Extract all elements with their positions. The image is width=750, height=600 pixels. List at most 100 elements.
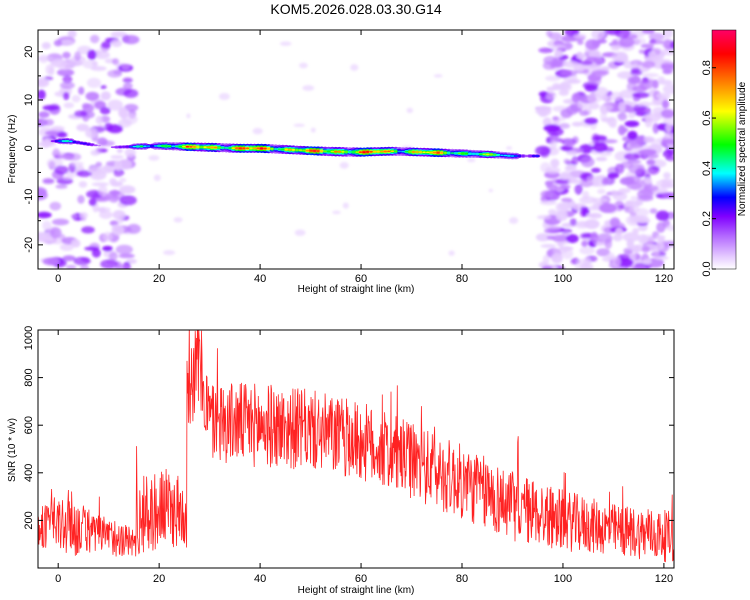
noise-blob: [652, 122, 659, 134]
ridge-segment: [507, 155, 511, 157]
ridge-segment: [404, 150, 409, 153]
ridge-segment: [528, 155, 532, 157]
noise-blob: [90, 34, 100, 44]
snr-series-line: [38, 330, 674, 563]
noise-blob: [576, 258, 592, 267]
ridge-segment: [259, 147, 264, 150]
noise-blob: [665, 122, 672, 133]
noise-blob: [571, 121, 584, 127]
noise-blob: [545, 225, 561, 231]
noise-blob: [540, 190, 552, 199]
noise-blob: [661, 48, 674, 56]
noise-blob: [121, 63, 130, 71]
noise-blob: [67, 30, 77, 38]
spectrogram-y-ticks: -20 -10 0 10 20: [23, 46, 674, 253]
noise-blob: [591, 40, 601, 47]
noise-blob: [651, 47, 663, 55]
noise-blob: [85, 91, 100, 101]
noise-blob: [566, 234, 579, 244]
colorbar-ticks: 0.0 0.2 0.4 0.6 0.8: [701, 60, 716, 277]
ridge-segment: [351, 151, 356, 153]
x-tick-label: 80: [456, 273, 468, 285]
noise-blob: [643, 113, 661, 123]
noise-blob: [488, 188, 493, 193]
ridge-segment: [111, 146, 115, 148]
noise-blob: [65, 264, 77, 269]
ridge-segment: [369, 150, 373, 153]
y-tick-label: 600: [23, 416, 35, 434]
ridge-segment: [464, 152, 469, 155]
noise-blob: [279, 41, 292, 46]
noise-blob: [350, 64, 359, 71]
noise-blob: [111, 225, 125, 236]
noise-blob: [41, 137, 51, 149]
noise-blob: [600, 111, 607, 122]
noise-blob: [433, 74, 443, 78]
noise-blob: [617, 124, 626, 136]
noise-blob: [634, 38, 647, 45]
noise-blob: [579, 206, 587, 218]
ridge-segment: [517, 155, 522, 157]
colorbar-tick-label: 0.8: [701, 60, 713, 75]
noise-blob: [85, 128, 98, 139]
noise-blob: [104, 122, 113, 132]
ridge-segment: [196, 146, 200, 148]
ridge-segment: [447, 152, 451, 154]
noise-blob: [551, 82, 561, 91]
noise-blob: [98, 185, 108, 197]
ridge-segment: [295, 149, 299, 151]
ridge-segment: [228, 147, 232, 149]
noise-blob: [638, 101, 651, 108]
noise-blob: [59, 81, 75, 90]
noise-blob: [641, 73, 660, 78]
y-tick-label: -10: [23, 189, 35, 205]
noise-blob: [38, 211, 52, 219]
noise-blob: [76, 123, 90, 132]
noise-blob: [42, 257, 60, 266]
ridge-segment: [482, 153, 487, 155]
noise-blob: [630, 196, 640, 201]
colorbar: 0.0 0.2 0.4 0.6 0.8 Normalized spectral ampl…: [701, 29, 748, 277]
ridge-segment: [210, 146, 214, 149]
noise-blob: [111, 39, 123, 48]
noise-blob: [551, 253, 563, 264]
noise-blob: [545, 91, 557, 100]
noise-blob: [80, 263, 89, 269]
spectrogram-x-ticks: 0 20 40 60 80 100 120: [55, 30, 673, 285]
noise-blob: [71, 214, 78, 219]
noise-blob: [38, 237, 54, 243]
ridge-segment: [178, 145, 183, 148]
snr-y-label: SNR (10 * v/v): [7, 418, 18, 482]
ridge-segment: [79, 142, 84, 144]
noise-blob: [662, 30, 673, 39]
ridge-segment: [167, 145, 172, 147]
noise-blob: [562, 60, 580, 68]
noise-blob: [548, 209, 557, 216]
ridge-segment: [291, 149, 296, 151]
noise-blob: [656, 235, 666, 241]
noise-blob: [536, 215, 552, 220]
noise-blob: [71, 161, 84, 166]
x-tick-label: 120: [655, 273, 673, 285]
ridge-segment: [206, 146, 211, 149]
noise-blob: [119, 195, 137, 206]
noise-blob: [535, 145, 551, 156]
noise-blob: [44, 130, 59, 136]
x-tick-label: 100: [554, 273, 572, 285]
ridge-segment: [235, 147, 239, 150]
ridge-segment: [288, 148, 292, 151]
noise-blob: [110, 31, 127, 38]
spectrogram-plot-area: [38, 30, 674, 269]
noise-blob: [49, 201, 62, 211]
ridge-segment: [319, 150, 324, 153]
ridge-segment: [129, 146, 133, 148]
ridge-segment: [54, 140, 59, 142]
ridge-segment: [189, 146, 193, 148]
ridge-segment: [436, 151, 441, 154]
noise-blob: [626, 159, 642, 164]
noise-blob: [42, 178, 55, 184]
noise-blob: [580, 60, 593, 66]
noise-blob: [102, 245, 113, 252]
noise-blob: [119, 177, 127, 183]
noise-blob: [49, 227, 62, 239]
